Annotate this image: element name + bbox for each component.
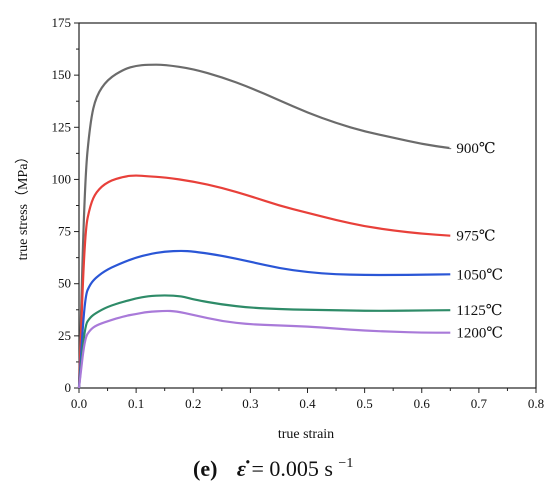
x-axis-label: true strain xyxy=(278,427,334,442)
y-tick-label: 175 xyxy=(52,15,72,30)
x-tick-label: 0.0 xyxy=(71,396,87,411)
series-label: 1050℃ xyxy=(456,267,503,283)
figure-caption: (e) ε̇ = 0.005 s −1 xyxy=(193,456,353,481)
series-lines xyxy=(77,63,452,389)
series-line xyxy=(77,294,451,389)
x-tick-label: 0.2 xyxy=(185,396,201,411)
x-tick-label: 0.7 xyxy=(471,396,488,411)
series-labels: 900℃ 975℃ 1050℃ 1125℃ 1200℃ xyxy=(456,141,503,342)
caption-label: (e) xyxy=(193,456,217,481)
series-line xyxy=(77,309,451,389)
caption-equation: = 0.005 s xyxy=(251,456,332,481)
series-line xyxy=(77,249,451,389)
series-line xyxy=(77,63,452,389)
x-tick-label: 0.6 xyxy=(414,396,431,411)
axis-ticks: 0.0 0.1 0.2 0.3 0.4 0.5 0.6 0.7 0.8 0 25 50 75 100 125… xyxy=(52,15,545,411)
caption-exponent: −1 xyxy=(338,456,353,471)
series-label: 900℃ xyxy=(456,141,495,157)
x-tick-label: 0.1 xyxy=(128,396,144,411)
series-label: 975℃ xyxy=(456,229,495,245)
x-tick-label: 0.3 xyxy=(242,396,258,411)
x-tick-label: 0.4 xyxy=(299,396,316,411)
y-tick-label: 75 xyxy=(58,224,71,239)
series-label: 1125℃ xyxy=(456,303,502,319)
y-tick-label: 0 xyxy=(65,380,72,395)
series-label: 1200℃ xyxy=(456,326,503,342)
series-line xyxy=(77,174,451,389)
strain-rate-symbol: ε̇ xyxy=(237,456,250,481)
y-tick-label: 150 xyxy=(52,67,72,82)
y-axis-label: true stress（MPa） xyxy=(15,150,31,261)
y-tick-label: 100 xyxy=(52,171,72,186)
y-tick-label: 125 xyxy=(52,119,72,134)
y-tick-label: 50 xyxy=(58,276,71,291)
x-tick-label: 0.8 xyxy=(528,396,544,411)
y-tick-label: 25 xyxy=(58,328,71,343)
x-tick-label: 0.5 xyxy=(357,396,373,411)
